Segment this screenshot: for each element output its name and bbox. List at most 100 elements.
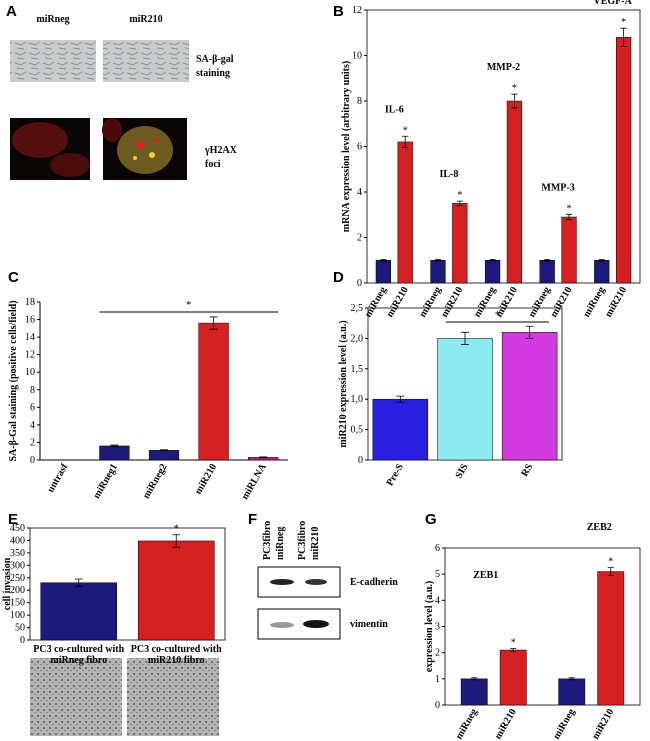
- panel-label: B: [333, 3, 344, 20]
- bar: [499, 649, 527, 706]
- y-tick-label: 4: [357, 187, 362, 198]
- bar: [137, 540, 215, 641]
- x-tick-label: SIS: [454, 462, 471, 481]
- group-label: MMP-3: [541, 182, 574, 193]
- band-label: vimentin: [350, 619, 388, 630]
- blot-band: [270, 622, 294, 628]
- x-tick-label: Pre-S: [385, 462, 407, 488]
- x-tick-label: miRneg2: [141, 462, 170, 501]
- bar: [40, 582, 118, 641]
- error-bar: [568, 677, 575, 681]
- x-tick-label: miR210: [193, 462, 219, 496]
- bar: [372, 398, 429, 461]
- y-tick-label: 2,5: [351, 303, 364, 314]
- panel-label: G: [425, 511, 437, 528]
- y-tick-label: 2,0: [351, 333, 364, 344]
- bar: [430, 260, 446, 284]
- y-tick-label: 16: [25, 315, 35, 326]
- panel-label: E: [8, 511, 18, 528]
- bar: [594, 260, 610, 284]
- y-tick-label: 14: [25, 332, 35, 343]
- y-tick-label: 200: [10, 585, 25, 596]
- y-tick-label: 0: [435, 700, 440, 711]
- column-header: miRneg: [36, 14, 69, 25]
- group-label: ZEB1: [473, 570, 498, 581]
- x-tick-label: miR210: [590, 707, 616, 741]
- x-tick-label: miR210: [548, 285, 574, 319]
- row-label: staining: [196, 68, 230, 79]
- y-axis-label: miR210 expression level (a.u.): [338, 320, 349, 447]
- y-tick-label: 0: [20, 635, 25, 646]
- row-label: SA-β-gal: [196, 54, 234, 65]
- y-tick-label: 12: [352, 5, 362, 16]
- y-tick-label: 400: [10, 535, 25, 546]
- x-tick-label: RS: [519, 462, 535, 479]
- bar: [558, 678, 586, 706]
- nucleus: [117, 126, 173, 174]
- row-label: γH2AX: [204, 145, 238, 156]
- bar: [484, 260, 501, 284]
- y-tick-label: 18: [25, 297, 35, 308]
- group-label: IL-8: [439, 169, 458, 180]
- bar: [397, 141, 413, 284]
- y-tick-label: 10: [352, 51, 362, 62]
- bar: [99, 445, 130, 461]
- bar: [375, 260, 392, 284]
- error-bar: [525, 325, 534, 339]
- y-tick-label: 8: [30, 385, 35, 396]
- error-bar: [489, 258, 496, 262]
- y-axis-label: expression level (a.u.): [424, 581, 435, 672]
- y-tick-label: 0,5: [351, 425, 364, 436]
- error-bar: [471, 677, 478, 681]
- bar: [506, 100, 523, 284]
- plot-frame: [29, 527, 226, 641]
- x-tick-label: miR210: [439, 285, 465, 319]
- error-bar: [510, 648, 517, 653]
- significance-marker: *: [567, 203, 572, 214]
- y-axis-label: mRNA expression level (arbitrary units): [341, 61, 352, 232]
- x-tick-label: untrasf: [45, 461, 70, 494]
- error-bar: [511, 93, 518, 109]
- x-tick-label: miRneg: [551, 707, 577, 741]
- micrograph: [127, 658, 219, 736]
- x-tick-label: miR210: [385, 285, 411, 319]
- significance-marker: *: [511, 637, 516, 648]
- error-bar: [172, 534, 181, 548]
- lane-label: PC3fibro: [297, 521, 308, 560]
- bar: [597, 571, 625, 706]
- bar: [561, 216, 577, 284]
- y-tick-label: 1,5: [351, 364, 364, 375]
- bar: [615, 37, 632, 284]
- x-tick-label: PC3 co-cultured with miRneg fibro: [33, 644, 125, 666]
- micrograph: [10, 40, 96, 82]
- panel-label: C: [8, 269, 19, 286]
- y-tick-label: 10: [25, 367, 35, 378]
- panel-label: D: [333, 269, 344, 286]
- bar: [501, 332, 558, 461]
- error-bar: [544, 258, 551, 262]
- error-bar: [259, 456, 268, 459]
- y-axis-label: cell invasion: [2, 557, 13, 610]
- lane-label: miR210: [310, 527, 321, 560]
- error-bar: [434, 258, 441, 262]
- error-bar: [209, 316, 218, 330]
- group-label: ZEB2: [587, 522, 612, 533]
- y-tick-label: 4: [30, 420, 35, 431]
- y-tick-label: 2: [435, 648, 440, 659]
- error-bar: [456, 200, 463, 207]
- y-tick-label: 8: [357, 96, 362, 107]
- y-tick-label: 12: [25, 350, 35, 361]
- y-tick-label: 0: [357, 278, 362, 289]
- blot-band: [305, 579, 327, 585]
- x-tick-label: miR210: [493, 707, 519, 741]
- group-label: MMP-2: [487, 62, 520, 73]
- group-label: VEGF-A: [594, 0, 633, 7]
- x-tick-label: miRneg: [454, 707, 480, 741]
- error-bar: [598, 258, 605, 262]
- x-tick-label: miRLNA: [240, 461, 270, 501]
- y-tick-label: 5: [435, 569, 440, 580]
- lane-label: miRneg: [275, 527, 286, 560]
- error-bar: [74, 578, 83, 587]
- error-bar: [402, 135, 409, 149]
